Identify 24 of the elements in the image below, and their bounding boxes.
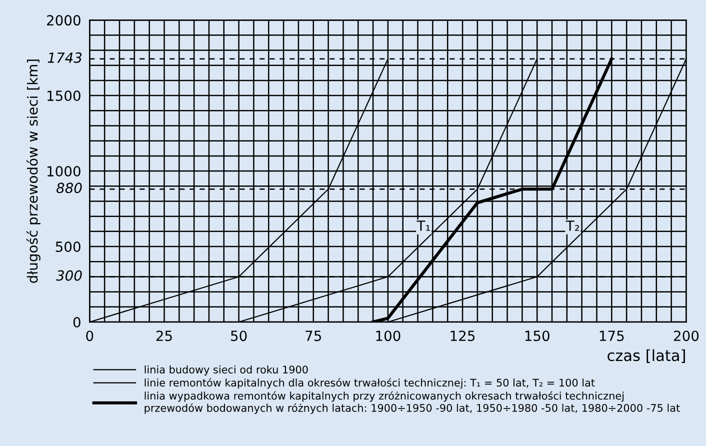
x-tick-label: 175 [600, 330, 624, 342]
y-tick-label: 1000 [48, 166, 80, 177]
ref-line-label: 300 [56, 270, 82, 281]
x-tick-label: 75 [306, 330, 321, 342]
annotation: T₁ [416, 220, 430, 231]
x-tick-label: 0 [86, 330, 94, 342]
y-tick-label: 0 [73, 316, 80, 328]
x-tick-label: 50 [231, 330, 247, 342]
x-tick-label: 150 [525, 330, 550, 342]
legend-label: linia wypadkowa remontów kapitalnych przy zróżnicowanych okresach trwałości technicznej przewodów bodowanych w różnych latach: 1900÷1950 -90 lat, 1950÷1980 -50 lat, 1980÷2000 -75 lat [144, 391, 680, 414]
ref-line-label: 880 [56, 182, 82, 194]
ref-line-label: 1743 [48, 52, 82, 63]
x-tick-label: 25 [156, 330, 172, 342]
x-tick-label: 200 [674, 330, 699, 342]
y-axis-title: długość przewodów w sieci [km] [26, 60, 40, 283]
x-tick-label: 125 [450, 330, 475, 342]
x-tick-label: 100 [376, 330, 400, 342]
annotation: T₂ [566, 220, 580, 231]
y-tick-label: 1500 [48, 90, 80, 102]
y-tick-label: 500 [56, 241, 80, 252]
x-axis-title: czas [lata] [608, 349, 685, 363]
legend-label: linia budowy sieci od roku 1900 [144, 365, 308, 376]
legend-label: linie remontów kapitalnych dla okresów trwałości technicznej: T₁ = 50 lat, T₂ = 100 lat [144, 378, 595, 389]
y-tick-label: 2000 [47, 15, 80, 26]
